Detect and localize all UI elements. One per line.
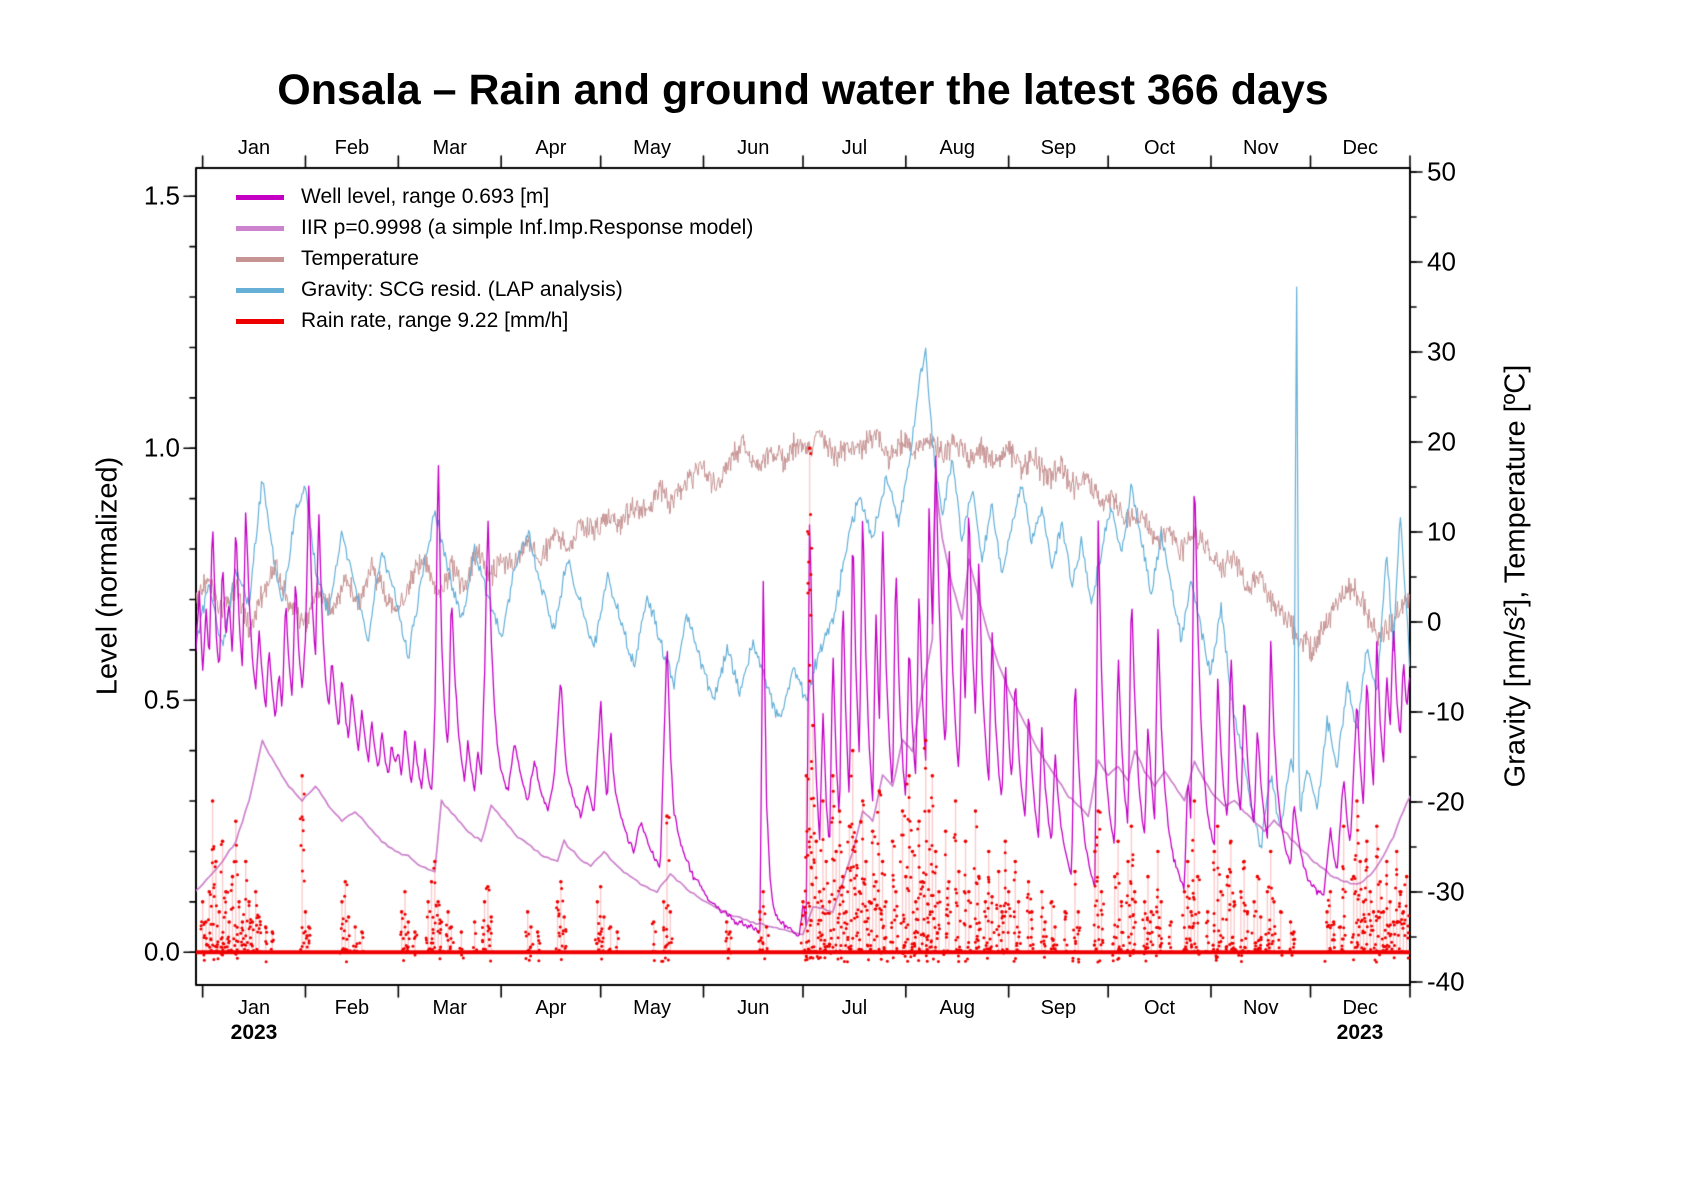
year-label-left: 2023 [230, 1021, 278, 1044]
month-label: Dec [1342, 997, 1379, 1019]
month-label: Jan [237, 137, 271, 159]
month-label: Jun [737, 137, 770, 159]
month-label: Oct [1144, 137, 1176, 159]
legend-label: IIR p=0.9998 (a simple Inf.Imp.Response … [301, 216, 754, 239]
month-label: Jun [737, 997, 770, 1019]
month-label: Mar [432, 997, 467, 1019]
right-tick-label: 30 [1427, 336, 1456, 367]
right-tick-label: 0 [1427, 606, 1442, 637]
month-label: Mar [432, 137, 467, 159]
right-tick-label: 20 [1427, 426, 1456, 457]
legend-item: Temperature [236, 248, 753, 270]
year-label-right: 2023 [1336, 1021, 1384, 1044]
month-label: Nov [1242, 137, 1279, 159]
month-label: May [633, 997, 671, 1019]
legend-label: Temperature [301, 247, 419, 270]
right-tick-label: 50 [1427, 156, 1456, 187]
legend-label: Rain rate, range 9.22 [mm/h] [301, 309, 569, 332]
month-label: Jul [841, 997, 868, 1019]
month-label: Sep [1040, 997, 1077, 1019]
month-label: Aug [939, 997, 976, 1019]
month-label: Oct [1144, 997, 1176, 1019]
month-label: Feb [334, 137, 370, 159]
left-tick-label: 0.0 [143, 936, 180, 967]
right-axis-label: Gravity [nm/s²], Temperature [ºC] [1499, 364, 1532, 788]
legend-label: Well level, range 0.693 [m] [301, 185, 550, 208]
month-label: Aug [939, 137, 976, 159]
legend-item: Rain rate, range 9.22 [mm/h] [236, 310, 753, 332]
legend-line-swatch [236, 318, 284, 324]
legend-item: Gravity: SCG resid. (LAP analysis) [236, 279, 753, 301]
month-label: Sep [1040, 137, 1077, 159]
left-tick-label: 0.5 [143, 684, 180, 715]
month-label: Nov [1242, 997, 1279, 1019]
right-tick-label: 40 [1427, 246, 1456, 277]
legend-line-swatch [236, 194, 284, 200]
right-tick-label: -30 [1427, 876, 1465, 907]
month-label: Apr [535, 997, 567, 1019]
chart-title: Onsala – Rain and ground water the lates… [277, 66, 1329, 114]
legend-line-swatch [236, 225, 284, 231]
legend: Well level, range 0.693 [m] IIR p=0.9998 … [236, 186, 753, 332]
legend-line-swatch [236, 256, 284, 262]
legend-label: Gravity: SCG resid. (LAP analysis) [301, 278, 623, 301]
month-label: Jan [237, 997, 271, 1019]
legend-item: IIR p=0.9998 (a simple Inf.Imp.Response … [236, 217, 753, 239]
month-label: Jul [841, 137, 868, 159]
legend-line-swatch [236, 287, 284, 293]
month-label: May [633, 137, 671, 159]
right-tick-label: -10 [1427, 696, 1465, 727]
month-label: Apr [535, 137, 567, 159]
right-tick-label: 10 [1427, 516, 1456, 547]
month-label: Dec [1342, 137, 1379, 159]
left-tick-label: 1.0 [143, 432, 180, 463]
right-tick-label: -40 [1427, 966, 1465, 997]
month-label: Feb [334, 997, 370, 1019]
left-axis-label: Level (normalized) [91, 456, 124, 696]
right-tick-label: -20 [1427, 786, 1465, 817]
legend-item: Well level, range 0.693 [m] [236, 186, 753, 208]
left-tick-label: 1.5 [143, 180, 180, 211]
